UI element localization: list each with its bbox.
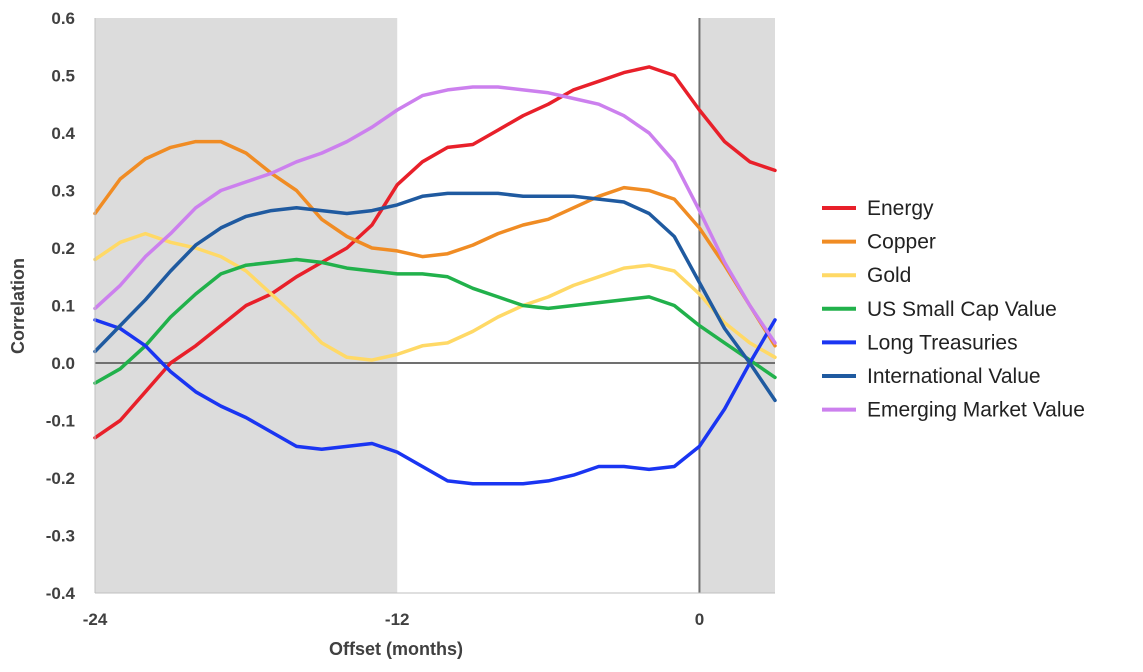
- legend-item: Emerging Market Value: [822, 399, 1085, 422]
- legend-item: Energy: [822, 197, 934, 220]
- legend-label: Energy: [867, 197, 934, 220]
- legend-label: Gold: [867, 264, 911, 287]
- series-line-us-small-cap-value: [93, 257, 777, 385]
- series-line-long-treasuries: [93, 318, 777, 486]
- series-line-international-value: [93, 191, 777, 403]
- legend: Energy Copper Gold US Small Cap Value Long T…: [822, 197, 1085, 422]
- reference-lines: [95, 18, 775, 593]
- y-tick-label: -0.3: [46, 527, 75, 546]
- y-tick-label: 0.4: [51, 124, 75, 143]
- legend-label: International Value: [867, 365, 1041, 388]
- legend-label: Copper: [867, 231, 936, 254]
- series-line-copper: [93, 139, 777, 348]
- y-tick-label: 0.3: [51, 182, 75, 201]
- y-tick-label: -0.4: [46, 584, 76, 603]
- series-lines: [93, 65, 777, 486]
- y-tick-label: 0.0: [51, 354, 75, 373]
- y-tick-label: -0.2: [46, 469, 75, 488]
- legend-item: Long Treasuries: [822, 331, 1018, 354]
- x-tick-label: 0: [695, 610, 704, 629]
- legend-label: US Small Cap Value: [867, 298, 1057, 321]
- legend-item: Gold: [822, 264, 911, 287]
- y-tick-label: 0.1: [51, 297, 75, 316]
- series-line-energy: [93, 65, 777, 440]
- shaded-regions: [95, 18, 775, 593]
- legend-item: International Value: [822, 365, 1041, 388]
- y-tick-label: 0.5: [51, 67, 75, 86]
- y-axis-title: Correlation: [8, 258, 28, 354]
- x-tick-label: -12: [385, 610, 410, 629]
- series-line-gold: [93, 231, 777, 362]
- y-tick-label: 0.6: [51, 9, 75, 28]
- y-tick-label: 0.2: [51, 239, 75, 258]
- x-tick-label: -24: [83, 610, 108, 629]
- legend-item: US Small Cap Value: [822, 298, 1057, 321]
- axes: 0.6 0.5 0.4 0.3 0.2 0.1 0.0 -0.1 -0.2 -0.3 -0.4 -24…: [46, 9, 775, 629]
- x-axis-title: Offset (months): [329, 639, 463, 659]
- y-tick-label: -0.1: [46, 412, 75, 431]
- legend-label: Emerging Market Value: [867, 399, 1085, 422]
- series-line-emerging-market-value: [93, 85, 777, 345]
- legend-item: Copper: [822, 231, 936, 254]
- legend-label: Long Treasuries: [867, 331, 1018, 354]
